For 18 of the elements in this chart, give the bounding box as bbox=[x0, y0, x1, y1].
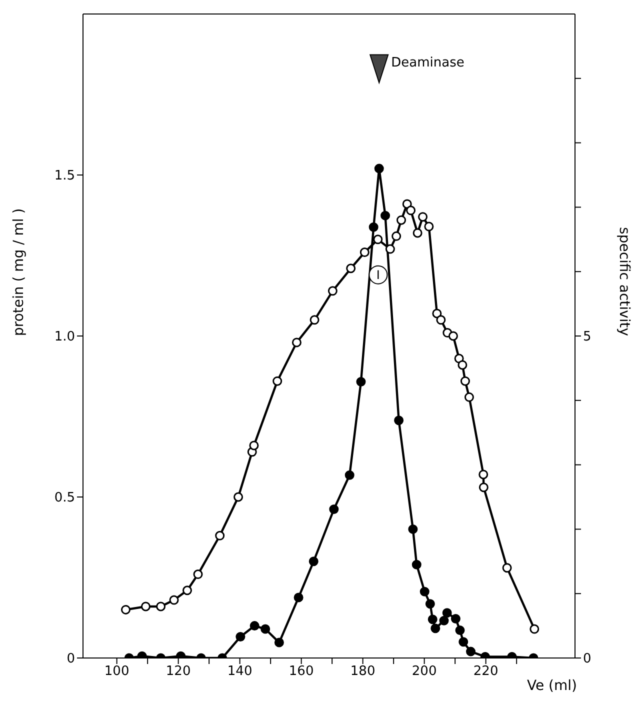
y2-tick-label: 5 bbox=[583, 330, 592, 345]
x-tick-label: 180 bbox=[350, 664, 376, 680]
annotation: Deaminase bbox=[391, 56, 464, 71]
y-axis-title: protein ( mg / ml ) bbox=[10, 208, 27, 336]
x-tick-label: 100 bbox=[104, 664, 130, 680]
annotation: I bbox=[376, 268, 380, 282]
y2-tick-label: 0 bbox=[583, 652, 592, 667]
x-tick-label: 160 bbox=[288, 664, 314, 680]
x-tick-label: 120 bbox=[166, 664, 191, 680]
x-axis-title: Ve (ml) bbox=[526, 678, 577, 694]
x-tick-label: 200 bbox=[412, 664, 437, 680]
y-tick-label: 0.5 bbox=[54, 490, 75, 506]
y-tick-label: 1.5 bbox=[54, 168, 75, 184]
y-tick-label: 0 bbox=[66, 652, 75, 667]
y-tick-label: 1.0 bbox=[54, 330, 75, 345]
y2-axis-title: specific activity bbox=[616, 227, 632, 336]
x-tick-label: 220 bbox=[473, 664, 498, 680]
x-tick-label: 140 bbox=[227, 664, 252, 680]
